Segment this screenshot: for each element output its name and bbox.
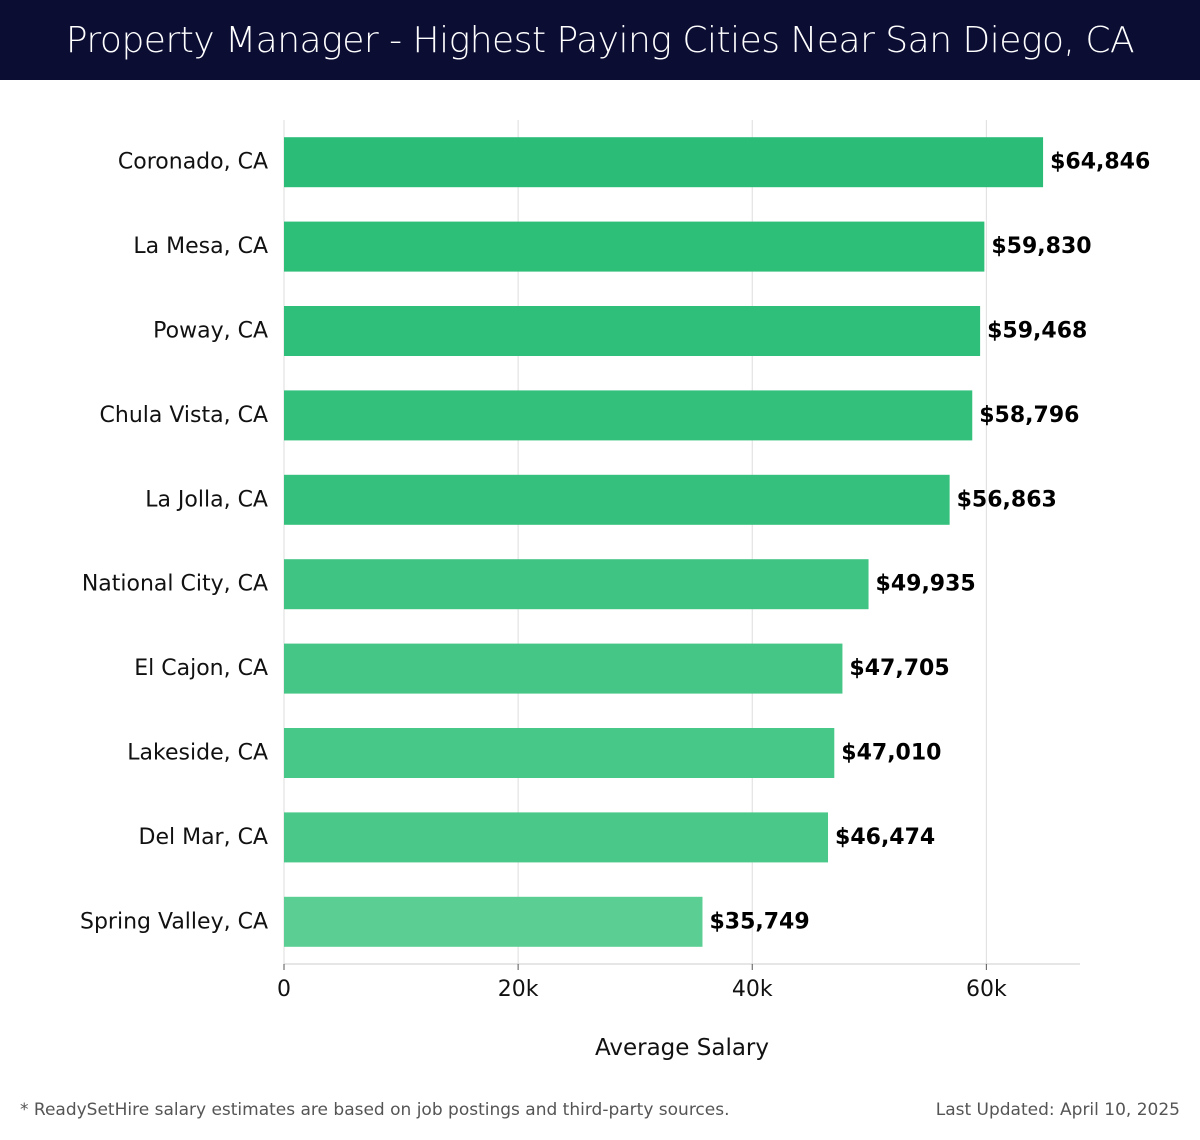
value-label: $35,749 xyxy=(709,909,809,934)
bar xyxy=(284,559,869,610)
bar xyxy=(284,221,985,272)
x-tick-label: 40k xyxy=(732,977,773,1002)
value-label: $58,796 xyxy=(979,403,1079,428)
bar xyxy=(284,474,950,525)
value-label: $47,705 xyxy=(849,656,949,681)
category-label: Del Mar, CA xyxy=(139,825,269,850)
value-label: $59,830 xyxy=(991,234,1091,259)
category-label: National City, CA xyxy=(82,572,268,597)
value-label: $49,935 xyxy=(876,572,976,597)
category-label: Poway, CA xyxy=(153,319,268,344)
bar xyxy=(284,643,843,694)
bar xyxy=(284,812,829,863)
value-label: $64,846 xyxy=(1050,150,1150,175)
chart-title: Property Manager - Highest Paying Cities… xyxy=(65,19,1135,61)
category-label: Spring Valley, CA xyxy=(80,909,268,934)
x-axis-title: Average Salary xyxy=(595,1035,769,1061)
x-tick-label: 60k xyxy=(966,977,1007,1002)
last-updated: Last Updated: April 10, 2025 xyxy=(935,1100,1180,1120)
bar xyxy=(284,137,1044,188)
category-label: Chula Vista, CA xyxy=(100,403,268,428)
value-label: $56,863 xyxy=(957,487,1057,512)
value-label: $47,010 xyxy=(841,741,941,766)
bar xyxy=(284,306,981,356)
category-label: Coronado, CA xyxy=(118,150,268,175)
category-label: El Cajon, CA xyxy=(134,656,268,681)
bar-chart: Coronado, CA $64,846 La Mesa, CA $59,830 Pow… xyxy=(80,120,1150,1061)
x-tick-label: 0 xyxy=(277,977,291,1002)
category-label: La Mesa, CA xyxy=(133,234,268,259)
title-bar: Property Manager - Highest Paying Cities… xyxy=(0,0,1200,80)
bar xyxy=(284,728,835,778)
bar xyxy=(284,390,973,441)
bar xyxy=(284,896,703,947)
category-label: La Jolla, CA xyxy=(145,487,268,512)
value-label: $59,468 xyxy=(987,319,1087,344)
footnote: * ReadySetHire salary estimates are base… xyxy=(20,1100,730,1120)
category-label: Lakeside, CA xyxy=(127,741,268,766)
value-label: $46,474 xyxy=(835,825,935,850)
x-tick-label: 20k xyxy=(498,977,539,1002)
